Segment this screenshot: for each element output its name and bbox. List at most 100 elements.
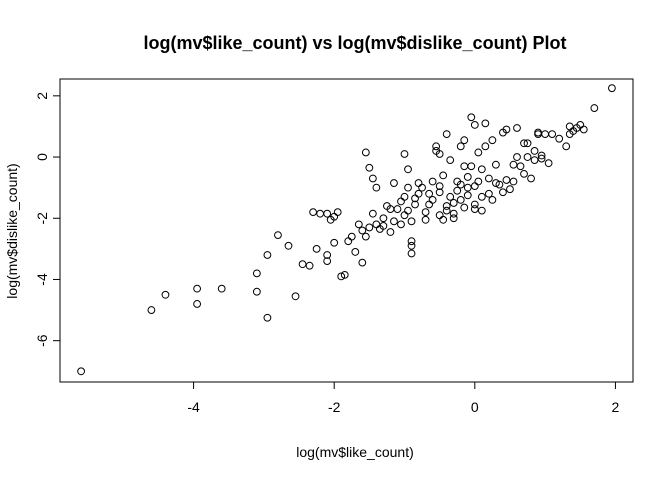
data-point — [351, 248, 360, 256]
data-point — [513, 124, 521, 132]
data-point — [312, 244, 321, 253]
data-point — [534, 130, 542, 138]
data-point — [323, 209, 332, 218]
data-point — [509, 177, 518, 186]
data-point — [492, 179, 500, 187]
data-point — [492, 160, 500, 169]
data-point — [470, 182, 479, 191]
data-point — [333, 208, 342, 217]
data-point — [309, 208, 318, 217]
data-point — [421, 215, 430, 224]
data-point — [442, 202, 451, 210]
data-point — [435, 188, 444, 197]
data-point — [477, 192, 486, 201]
y-tick-label: 0 — [34, 153, 50, 161]
data-point — [418, 183, 426, 192]
data-point — [484, 189, 493, 198]
data-point — [400, 150, 409, 158]
data-point — [411, 200, 419, 209]
data-point — [330, 238, 339, 247]
data-point — [590, 104, 599, 112]
data-point — [449, 214, 458, 223]
data-point — [365, 163, 374, 172]
data-point — [460, 203, 469, 212]
data-point — [435, 150, 444, 158]
data-point — [527, 174, 535, 183]
data-point — [488, 195, 497, 204]
data-point — [368, 209, 377, 218]
y-tick-label: -4 — [34, 273, 50, 286]
data-point — [340, 270, 349, 279]
data-point — [386, 228, 395, 236]
data-point — [562, 142, 571, 151]
data-point — [361, 148, 370, 157]
data-point — [555, 134, 564, 143]
data-point — [520, 169, 528, 178]
data-point — [530, 147, 539, 155]
data-point — [456, 195, 465, 204]
data-point — [460, 136, 469, 145]
data-point — [456, 142, 465, 151]
data-point — [495, 180, 504, 189]
data-point — [477, 206, 486, 215]
data-point — [428, 195, 437, 204]
data-point — [305, 261, 314, 270]
data-point — [509, 160, 518, 169]
data-point — [390, 179, 398, 187]
data-point — [499, 188, 507, 197]
data-point — [502, 176, 511, 184]
data-point — [161, 290, 170, 299]
x-tick-label: 0 — [471, 399, 479, 415]
data-point — [379, 222, 388, 230]
data-point — [435, 182, 444, 191]
data-point — [428, 177, 437, 186]
data-point — [404, 165, 412, 174]
data-point — [548, 130, 557, 138]
data-point — [442, 206, 451, 215]
data-point — [435, 211, 444, 220]
data-point — [439, 215, 448, 224]
y-axis: -6 -4 -2 0 2 — [34, 92, 61, 347]
data-point — [446, 192, 455, 201]
data-point — [407, 241, 416, 250]
x-axis-label: log(mv$like_count) — [296, 444, 414, 460]
data-point — [77, 367, 85, 376]
data-point — [463, 183, 472, 192]
data-point — [530, 156, 539, 165]
data-point — [407, 249, 416, 258]
data-point — [474, 177, 483, 186]
data-point — [474, 148, 483, 157]
x-tick-label: 2 — [612, 399, 620, 415]
data-point — [217, 284, 226, 293]
data-point — [439, 171, 448, 180]
data-point — [488, 136, 497, 145]
data-point — [379, 214, 388, 223]
data-point — [284, 241, 293, 250]
data-point — [449, 199, 458, 207]
data-point — [393, 205, 402, 213]
data-point — [537, 151, 546, 160]
data-point — [263, 313, 272, 322]
data-point — [404, 183, 412, 192]
data-point — [372, 183, 381, 192]
data-point — [316, 209, 325, 218]
data-point — [460, 162, 469, 171]
data-point — [456, 180, 465, 189]
data-point — [354, 220, 363, 229]
data-point — [193, 300, 201, 308]
data-point — [344, 237, 353, 246]
data-point — [425, 200, 434, 209]
data-point — [467, 113, 476, 122]
data-point — [463, 173, 472, 181]
y-tick-label: 2 — [34, 92, 50, 100]
data-point — [372, 220, 381, 229]
data-point — [397, 197, 405, 206]
data-point — [404, 206, 412, 215]
data-point — [407, 237, 416, 246]
data-point — [449, 209, 458, 218]
chart-title: log(mv$like_count) vs log(mv$dislike_cou… — [143, 33, 566, 53]
data-point — [463, 191, 472, 200]
data-point — [520, 139, 528, 148]
data-point — [263, 251, 272, 259]
